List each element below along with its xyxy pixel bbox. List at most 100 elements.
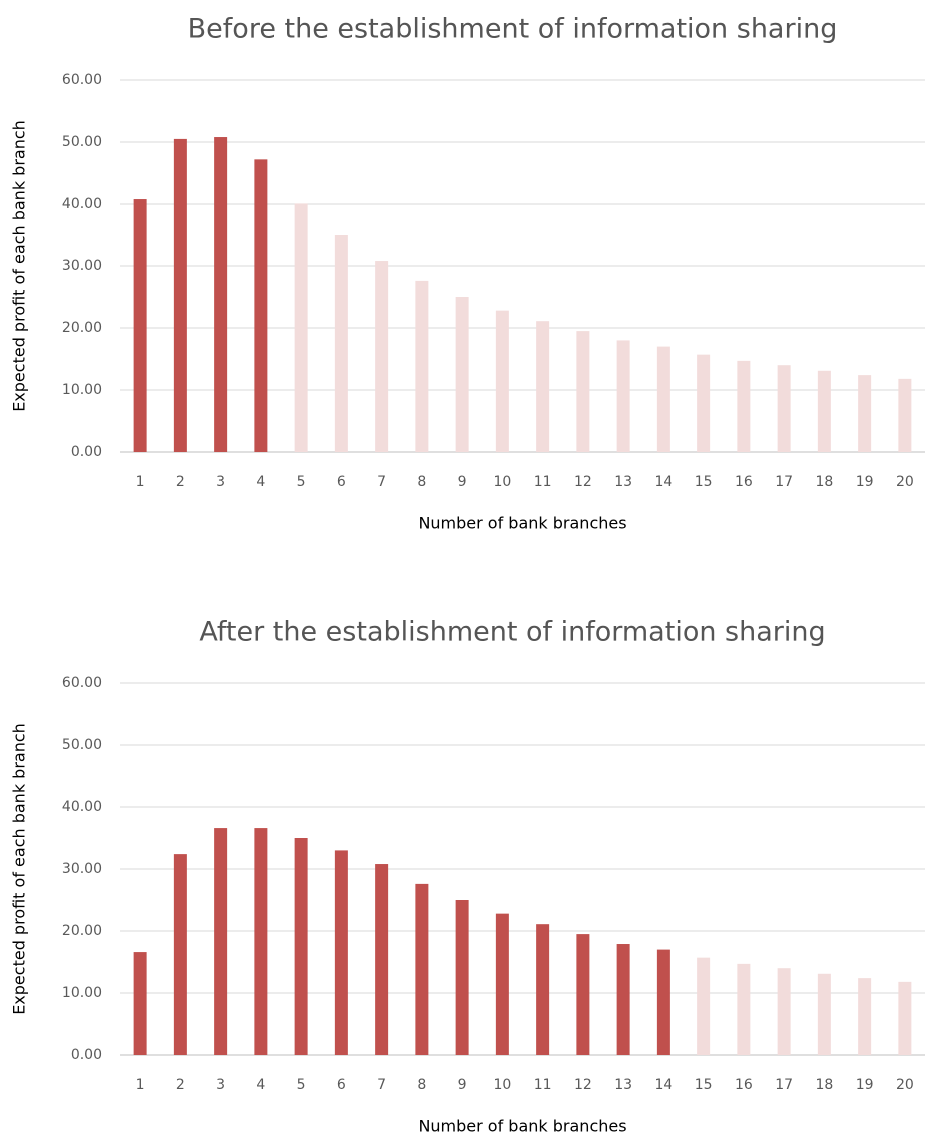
bar <box>375 864 389 1055</box>
y-tick-label: 10.00 <box>62 985 102 1001</box>
bar <box>737 963 751 1055</box>
x-tick-label: 5 <box>297 474 306 490</box>
x-tick-label: 2 <box>176 474 185 490</box>
bar <box>334 235 348 452</box>
bar <box>616 340 630 452</box>
bar <box>858 978 872 1055</box>
bar <box>697 957 711 1055</box>
x-tick-label: 1 <box>136 474 145 490</box>
bar <box>455 900 469 1055</box>
x-tick-label: 15 <box>695 1077 713 1093</box>
bar <box>536 321 550 452</box>
bar <box>697 354 711 452</box>
y-axis-label: Expected profit of each bank branch <box>10 723 29 1015</box>
bar <box>536 924 550 1055</box>
bar <box>656 949 670 1055</box>
bar <box>415 883 429 1055</box>
x-tick-label: 14 <box>654 1077 672 1093</box>
x-tick-label: 11 <box>534 474 552 490</box>
x-tick-label: 20 <box>896 474 914 490</box>
bar <box>898 378 912 452</box>
bar <box>576 934 590 1055</box>
x-tick-label: 3 <box>216 474 225 490</box>
y-tick-label: 10.00 <box>62 382 102 398</box>
x-tick-label: 9 <box>458 474 467 490</box>
x-tick-label: 6 <box>337 474 346 490</box>
bar <box>495 310 509 452</box>
x-tick-label: 6 <box>337 1077 346 1093</box>
x-tick-label: 12 <box>574 474 592 490</box>
x-tick-label: 12 <box>574 1077 592 1093</box>
x-tick-label: 20 <box>896 1077 914 1093</box>
bar <box>173 138 187 452</box>
bar <box>495 913 509 1055</box>
x-tick-label: 18 <box>815 474 833 490</box>
bar <box>817 973 831 1055</box>
x-tick-label: 2 <box>176 1077 185 1093</box>
x-tick-label: 10 <box>493 474 511 490</box>
bar <box>576 331 590 452</box>
y-tick-label: 30.00 <box>62 861 102 877</box>
x-tick-label: 16 <box>735 474 753 490</box>
chart-title: Before the establishment of information … <box>188 14 838 45</box>
x-tick-label: 7 <box>377 1077 386 1093</box>
bar <box>777 968 791 1055</box>
x-tick-label: 14 <box>654 474 672 490</box>
x-tick-label: 8 <box>417 1077 426 1093</box>
y-tick-label: 40.00 <box>62 799 102 815</box>
bar <box>334 850 348 1055</box>
x-tick-label: 13 <box>614 474 632 490</box>
x-tick-label: 7 <box>377 474 386 490</box>
x-axis-label: Number of bank branches <box>418 514 626 533</box>
bar <box>616 944 630 1055</box>
y-tick-label: 0.00 <box>71 444 102 460</box>
bar <box>214 828 228 1055</box>
y-tick-label: 40.00 <box>62 196 102 212</box>
bar <box>375 261 389 452</box>
y-tick-label: 50.00 <box>62 737 102 753</box>
x-tick-label: 19 <box>856 474 874 490</box>
x-tick-label: 18 <box>815 1077 833 1093</box>
y-tick-label: 60.00 <box>62 675 102 691</box>
chart-title: After the establishment of information s… <box>199 617 825 648</box>
bar <box>133 952 147 1055</box>
x-tick-label: 4 <box>256 1077 265 1093</box>
x-tick-label: 8 <box>417 474 426 490</box>
y-tick-label: 20.00 <box>62 320 102 336</box>
bar <box>294 203 308 452</box>
bar <box>656 346 670 452</box>
x-tick-label: 11 <box>534 1077 552 1093</box>
x-tick-label: 13 <box>614 1077 632 1093</box>
x-tick-label: 16 <box>735 1077 753 1093</box>
bar <box>817 370 831 452</box>
y-axis-label: Expected profit of each bank branch <box>10 120 29 412</box>
x-tick-label: 4 <box>256 474 265 490</box>
bar <box>173 854 187 1055</box>
x-tick-label: 17 <box>775 474 793 490</box>
bar <box>455 297 469 452</box>
bar <box>415 280 429 452</box>
bar <box>254 828 268 1055</box>
x-tick-label: 5 <box>297 1077 306 1093</box>
y-tick-label: 20.00 <box>62 923 102 939</box>
x-tick-label: 17 <box>775 1077 793 1093</box>
x-tick-label: 15 <box>695 474 713 490</box>
y-tick-label: 0.00 <box>71 1047 102 1063</box>
x-tick-label: 10 <box>493 1077 511 1093</box>
bar <box>254 159 268 453</box>
x-axis-label: Number of bank branches <box>418 1117 626 1136</box>
x-tick-label: 9 <box>458 1077 467 1093</box>
bar <box>777 365 791 452</box>
bar <box>737 360 751 452</box>
bar <box>858 375 872 452</box>
x-tick-label: 1 <box>136 1077 145 1093</box>
bar <box>133 199 147 452</box>
y-tick-label: 50.00 <box>62 134 102 150</box>
x-tick-label: 19 <box>856 1077 874 1093</box>
bar <box>898 981 912 1055</box>
y-tick-label: 30.00 <box>62 258 102 274</box>
x-tick-label: 3 <box>216 1077 225 1093</box>
bar <box>294 838 308 1055</box>
